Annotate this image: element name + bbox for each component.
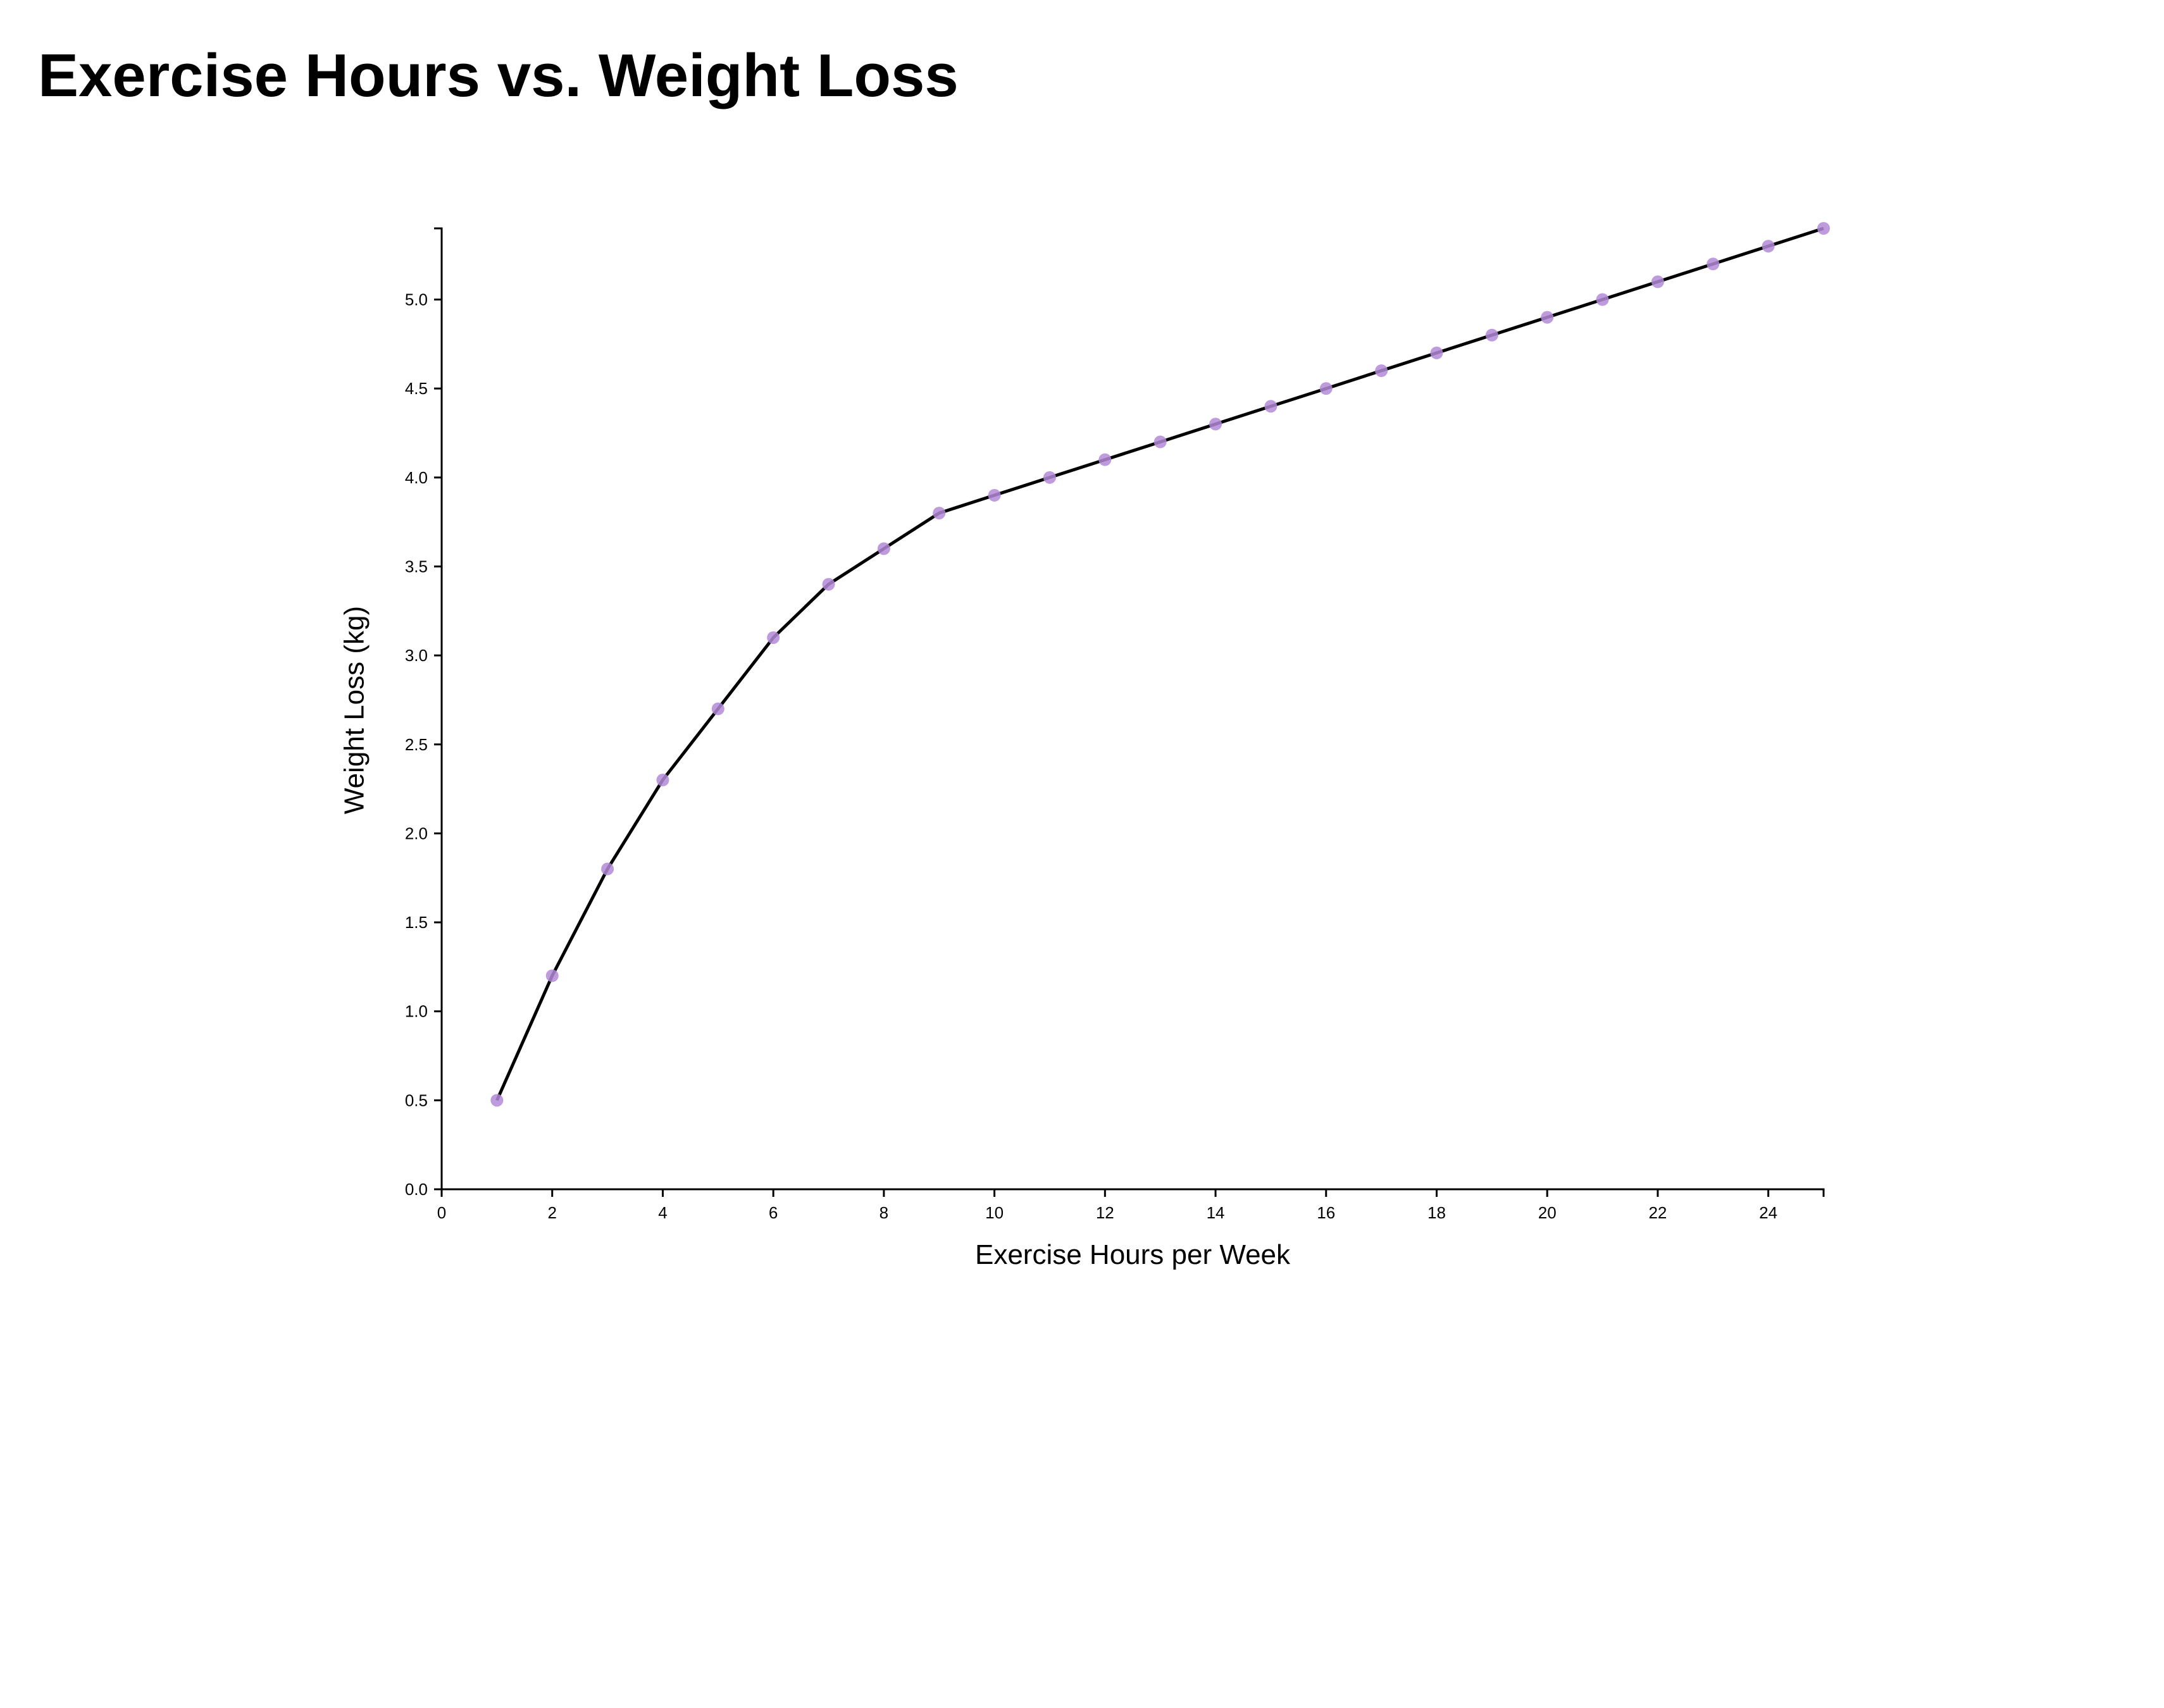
data-point xyxy=(711,702,724,715)
data-point xyxy=(1319,382,1333,395)
data-point xyxy=(1264,400,1278,413)
y-tick-label: 2.5 xyxy=(405,735,428,754)
x-tick-label: 24 xyxy=(1759,1203,1777,1222)
data-point xyxy=(1209,418,1222,431)
data-point xyxy=(601,862,614,876)
data-point xyxy=(1817,222,1830,235)
data-point xyxy=(1043,471,1056,484)
x-tick-label: 2 xyxy=(547,1203,556,1222)
x-tick-label: 14 xyxy=(1207,1203,1225,1222)
data-point xyxy=(1430,346,1443,359)
data-point xyxy=(1485,328,1498,342)
chart-title: Exercise Hours vs. Weight Loss xyxy=(38,42,959,109)
x-tick-label: 8 xyxy=(880,1203,888,1222)
data-point xyxy=(1651,275,1664,288)
y-tick-label: 5.0 xyxy=(405,290,428,309)
x-tick-label: 18 xyxy=(1427,1203,1446,1222)
x-tick-label: 4 xyxy=(658,1203,667,1222)
x-tick-label: 10 xyxy=(985,1203,1004,1222)
x-tick-label: 6 xyxy=(769,1203,778,1222)
x-axis-line xyxy=(440,1188,1825,1197)
x-tick-label: 16 xyxy=(1317,1203,1335,1222)
data-point xyxy=(656,774,669,787)
y-tick-label: 3.0 xyxy=(405,646,428,665)
y-tick-label: 3.5 xyxy=(405,557,428,576)
y-tick-label: 1.0 xyxy=(405,1002,428,1021)
y-tick-label: 4.0 xyxy=(405,468,428,487)
y-axis-label: Weight Loss (kg) xyxy=(339,606,370,814)
data-point xyxy=(933,507,946,520)
y-tick-label: 0.0 xyxy=(405,1180,428,1199)
x-axis-label: Exercise Hours per Week xyxy=(975,1239,1291,1270)
series-line xyxy=(495,226,1824,1101)
data-point xyxy=(1596,293,1609,306)
x-tick-label: 0 xyxy=(437,1203,446,1222)
data-point xyxy=(1707,257,1720,271)
y-tick-label: 0.5 xyxy=(405,1091,428,1110)
y-axis: 0.0 0.5 1.0 1.5 2.0 2.5 3.0 3.5 4.0 4.5 5.0 xyxy=(405,227,443,1199)
y-tick-label: 4.5 xyxy=(405,379,428,398)
y-tick-label: 2.0 xyxy=(405,824,428,843)
x-axis: 0 2 4 6 8 10 12 14 16 18 20 22 24 xyxy=(437,1188,1825,1222)
data-point xyxy=(988,488,1001,502)
x-tick-label: 20 xyxy=(1538,1203,1557,1222)
data-point xyxy=(545,969,559,982)
series xyxy=(490,222,1830,1107)
data-point xyxy=(1098,453,1112,466)
data-point xyxy=(1762,240,1775,253)
data-point xyxy=(877,542,890,555)
data-point xyxy=(490,1094,504,1107)
data-point xyxy=(1375,364,1388,378)
data-point xyxy=(1541,311,1554,324)
data-point xyxy=(822,578,835,591)
y-tick-label: 1.5 xyxy=(405,913,428,932)
x-tick-label: 22 xyxy=(1648,1203,1667,1222)
data-point xyxy=(1154,435,1167,449)
x-tick-label: 12 xyxy=(1096,1203,1114,1222)
data-point xyxy=(767,631,780,644)
y-axis-line xyxy=(434,227,443,1191)
